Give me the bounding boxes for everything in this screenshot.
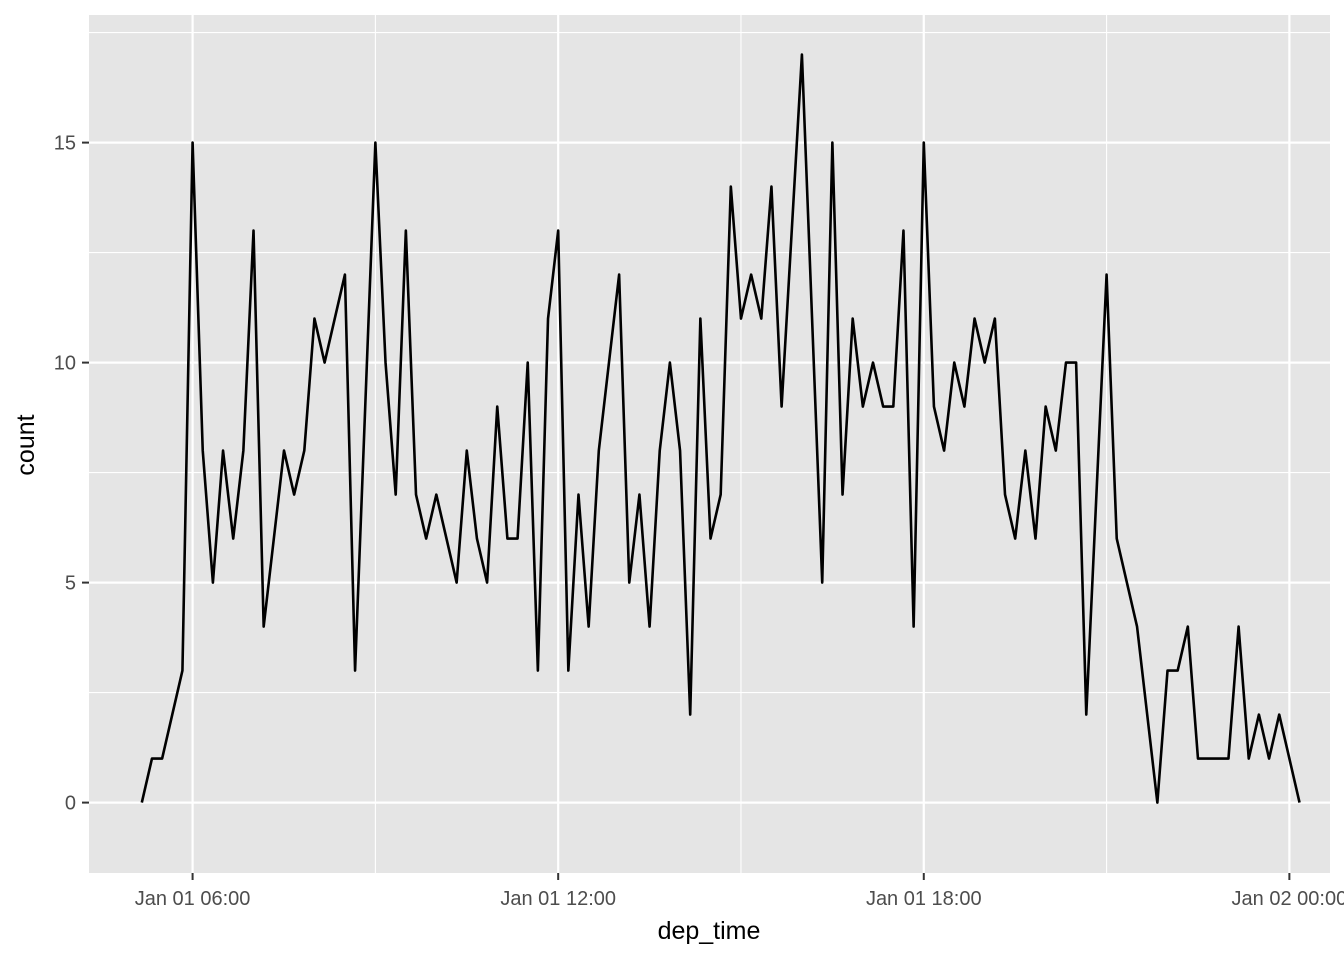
- x-axis: Jan 01 06:00 Jan 01 12:00 Jan 01 18:00 Jan …: [135, 873, 1344, 910]
- y-tick-label: 5: [65, 573, 76, 595]
- y-tick-label: 0: [65, 793, 76, 815]
- minor-gridlines: [89, 15, 1330, 873]
- x-tick-label: Jan 01 18:00: [866, 888, 982, 910]
- y-axis: 0 5 10 15: [54, 133, 89, 815]
- x-tick-label: Jan 01 12:00: [500, 888, 616, 910]
- y-axis-title: count: [12, 414, 40, 475]
- x-tick-label: Jan 02 00:00: [1232, 888, 1344, 910]
- x-axis-title: dep_time: [658, 917, 761, 945]
- x-tick-label: Jan 01 06:00: [135, 888, 251, 910]
- count-series-line: [140, 53, 1301, 804]
- plot-panel: [89, 15, 1330, 873]
- y-tick-label: 15: [54, 133, 76, 155]
- major-gridlines: [89, 15, 1330, 873]
- y-tick-label: 10: [54, 353, 76, 375]
